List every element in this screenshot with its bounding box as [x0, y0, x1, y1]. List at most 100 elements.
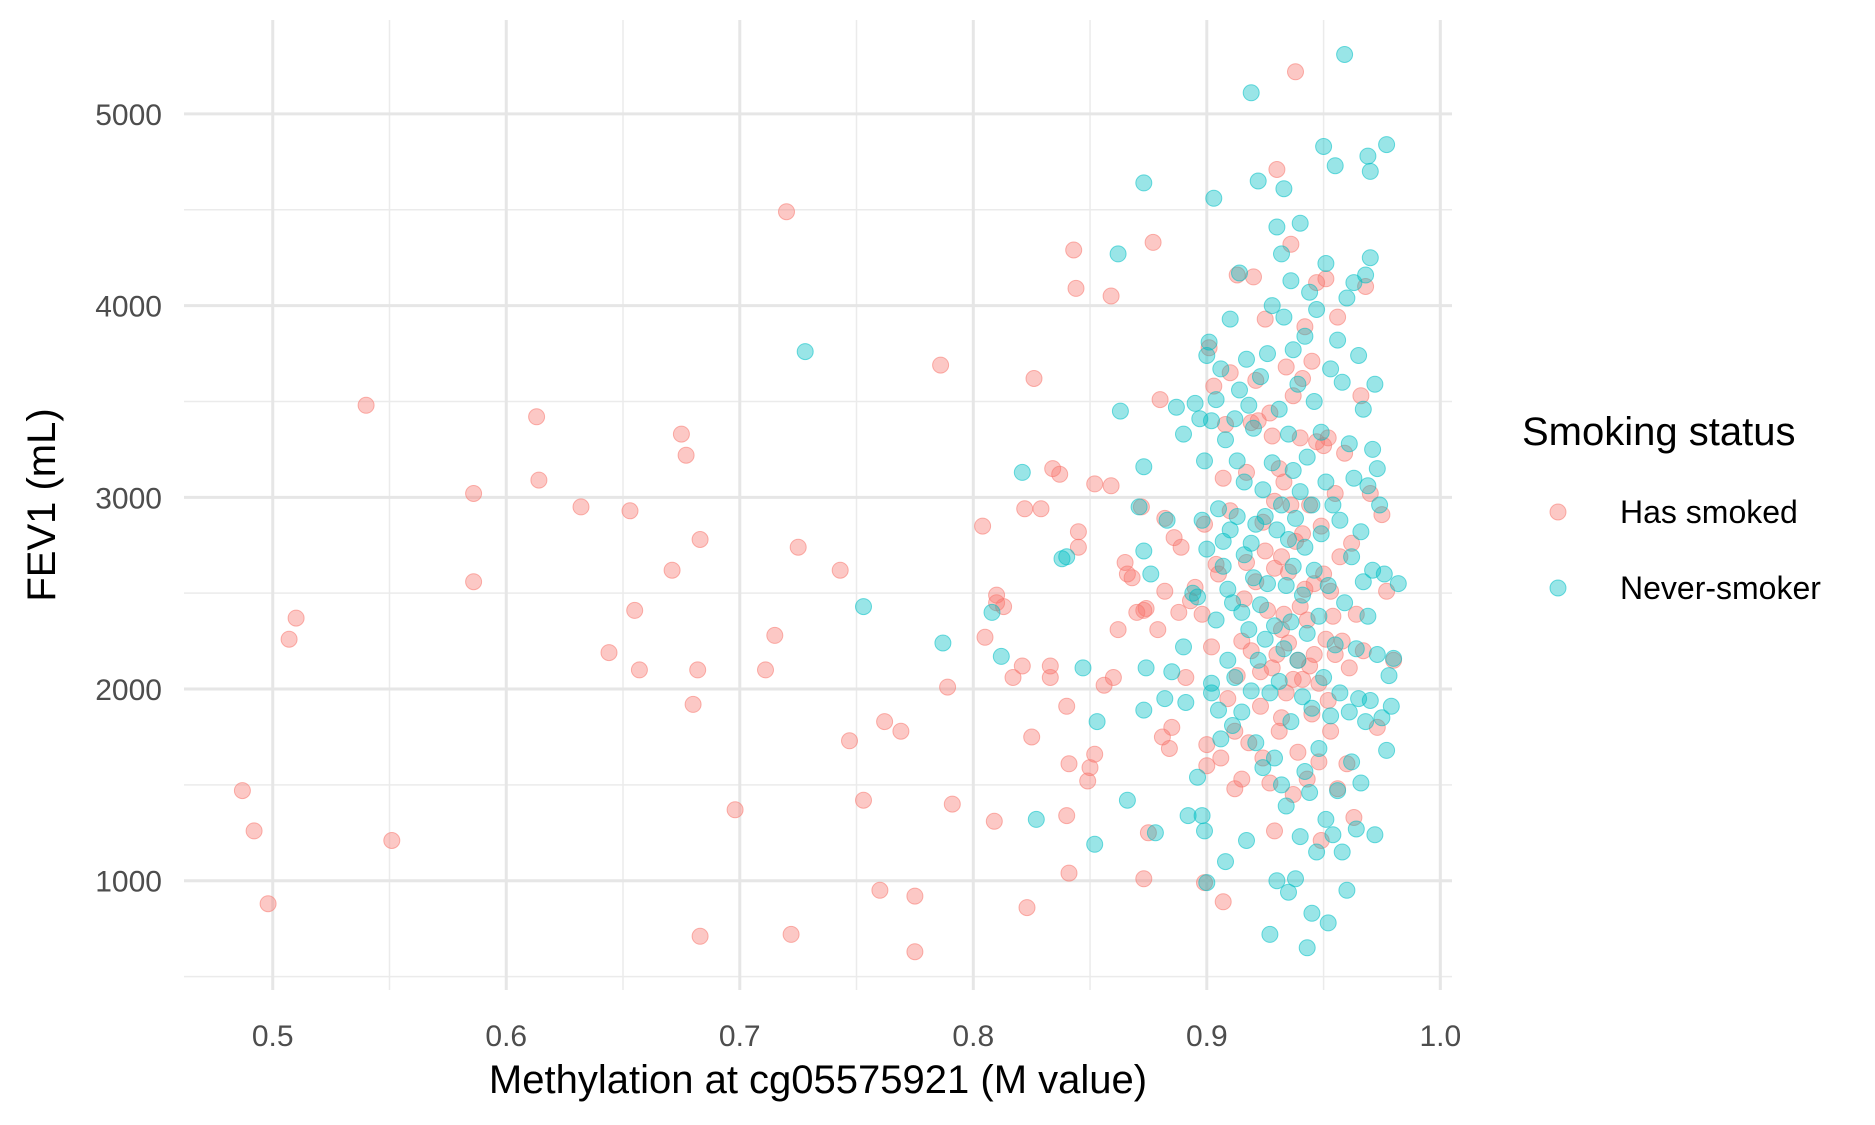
data-point	[1361, 692, 1379, 709]
data-point	[1130, 498, 1148, 516]
data-point	[1284, 341, 1302, 359]
data-point	[691, 531, 709, 548]
data-point	[1212, 730, 1230, 748]
data-point	[1254, 481, 1272, 499]
data-point	[1058, 548, 1076, 566]
data-point	[1266, 749, 1283, 767]
data-point	[1317, 473, 1335, 491]
data-point	[1207, 391, 1225, 409]
data-point	[684, 695, 702, 713]
axes: 0.5 0.6 0.7 0.8 0.9 1.0 1000 2000 3000 4000 5000	[95, 99, 1461, 1053]
data-point	[1013, 463, 1031, 481]
data-point	[1273, 776, 1290, 794]
data-point	[1212, 749, 1230, 767]
data-point	[1336, 594, 1354, 612]
data-point	[1149, 621, 1167, 639]
data-point	[1373, 709, 1391, 727]
data-point	[1233, 703, 1251, 721]
legend-label: Never-smoker	[1620, 570, 1821, 606]
data-point	[1368, 646, 1386, 663]
data-point	[943, 795, 961, 813]
data-point	[726, 801, 744, 819]
data-point	[1156, 509, 1174, 527]
data-point	[1226, 410, 1244, 428]
data-point	[1277, 358, 1295, 376]
data-point	[1303, 904, 1321, 922]
data-point	[1275, 180, 1293, 198]
data-point	[1226, 780, 1244, 798]
data-point	[1111, 402, 1129, 420]
grid-lines	[184, 20, 1452, 990]
data-point	[1261, 684, 1279, 702]
x-tick-label: 1.0	[1419, 1020, 1461, 1053]
data-point	[1205, 377, 1223, 395]
data-point	[1074, 659, 1092, 677]
data-point	[1214, 557, 1232, 575]
data-point	[1280, 634, 1297, 652]
data-point	[778, 203, 795, 221]
data-point	[1303, 352, 1321, 370]
data-point	[1270, 672, 1288, 690]
data-point	[1238, 350, 1255, 368]
data-point	[1324, 826, 1342, 844]
data-point	[1287, 509, 1304, 527]
x-tick-label: 0.5	[252, 1020, 294, 1053]
data-point	[1303, 705, 1321, 723]
data-point	[1291, 828, 1309, 846]
data-point	[357, 396, 375, 414]
data-point	[1067, 279, 1085, 297]
data-point	[782, 925, 800, 943]
data-point	[1359, 477, 1377, 495]
y-tick-label: 2000	[95, 674, 162, 707]
data-point	[1102, 287, 1120, 305]
data-point	[1158, 511, 1176, 529]
data-point	[1016, 500, 1034, 518]
data-point	[1275, 640, 1293, 658]
data-point	[1287, 870, 1304, 888]
data-point	[1060, 864, 1078, 882]
data-point	[1291, 483, 1309, 501]
data-point	[1305, 561, 1323, 579]
y-axis-title: FEV1 (mL)	[20, 408, 64, 601]
data-point	[1282, 713, 1300, 731]
y-tick-label: 3000	[95, 482, 162, 515]
data-point	[1249, 172, 1267, 190]
data-point	[1301, 784, 1319, 801]
data-point	[287, 609, 305, 627]
data-point	[1282, 496, 1300, 514]
data-point	[1196, 452, 1213, 470]
data-point	[1146, 824, 1164, 842]
data-point	[1322, 707, 1340, 725]
data-point	[1231, 381, 1248, 399]
x-tick-label: 0.8	[952, 1020, 994, 1053]
data-point	[1233, 770, 1251, 788]
data-point	[1198, 757, 1216, 775]
data-point	[1322, 360, 1340, 378]
data-point	[1179, 807, 1197, 825]
data-point	[1310, 674, 1328, 692]
data-point	[1280, 425, 1297, 443]
data-point	[663, 561, 681, 579]
data-point	[1263, 427, 1281, 445]
data-point	[1025, 370, 1043, 387]
data-point	[1109, 245, 1127, 263]
data-point	[1086, 475, 1104, 493]
data-point	[1228, 508, 1246, 525]
data-point	[1263, 659, 1281, 677]
data-point	[1228, 452, 1246, 470]
data-point	[1329, 331, 1347, 349]
data-point	[1163, 718, 1181, 736]
data-point	[528, 408, 546, 426]
data-point	[789, 538, 807, 556]
data-point	[1240, 396, 1258, 414]
data-point	[689, 661, 707, 679]
data-point	[1051, 465, 1069, 483]
data-point	[1214, 469, 1232, 487]
data-point	[976, 628, 994, 646]
data-point	[1217, 431, 1234, 449]
data-point	[1252, 596, 1269, 614]
data-point	[1254, 749, 1272, 767]
data-point	[1032, 500, 1050, 518]
data-point	[1305, 393, 1323, 410]
